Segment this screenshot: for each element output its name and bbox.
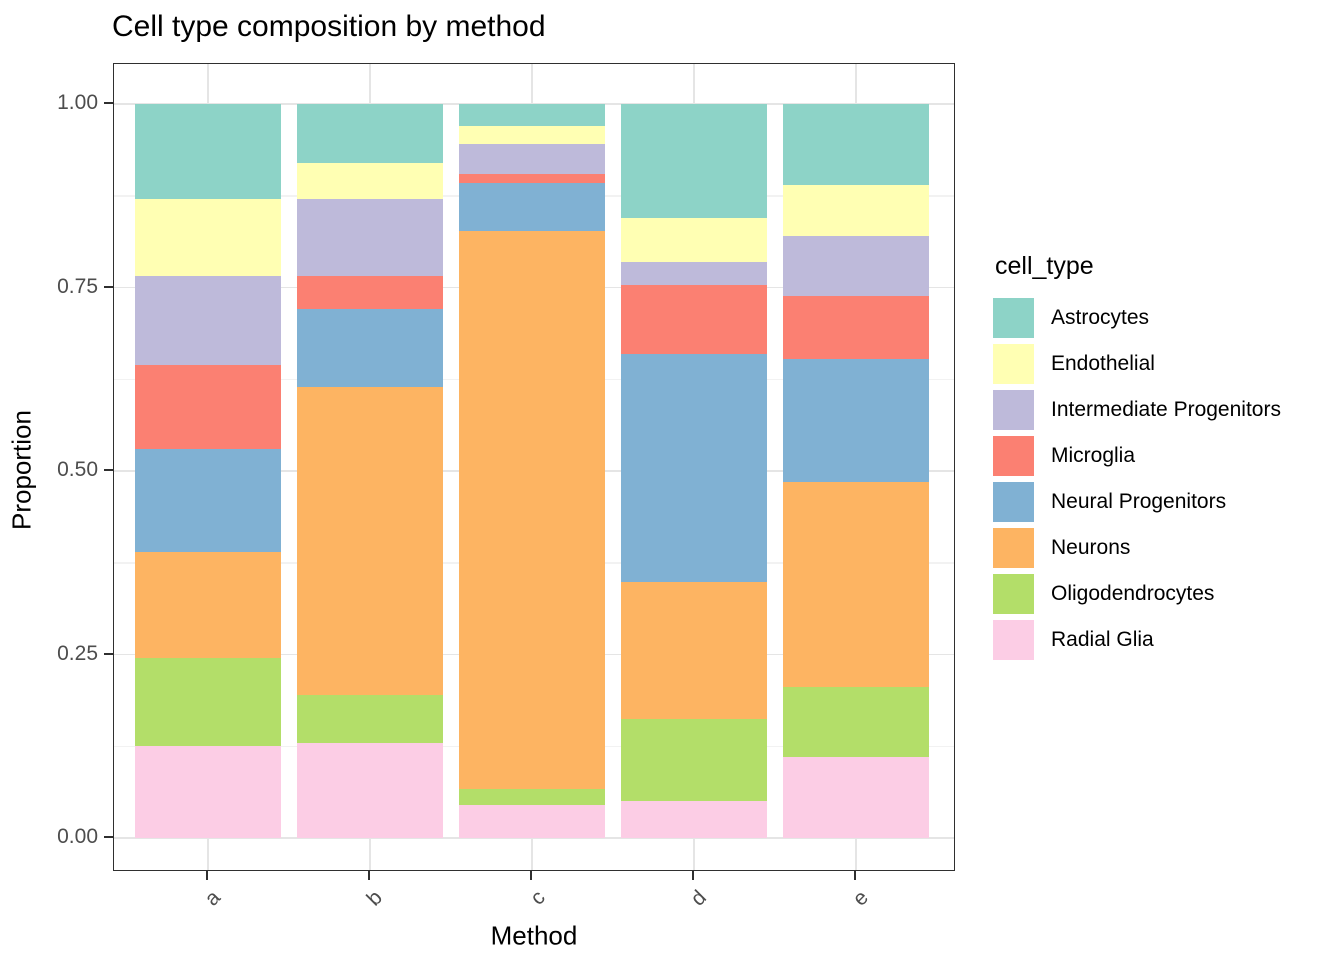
bar-column-b — [297, 104, 443, 838]
bar-segment — [621, 801, 767, 838]
y-tick-mark — [104, 285, 113, 288]
legend-item-label: Radial Glia — [1051, 628, 1154, 651]
plot-panel — [113, 63, 955, 871]
bar-segment — [297, 162, 443, 200]
bar-segment — [297, 104, 443, 163]
bar-segment — [459, 230, 605, 789]
x-tick-label-text: b — [362, 886, 388, 911]
bar-segment — [135, 199, 281, 277]
y-axis-title: Proportion — [6, 410, 37, 530]
bar-segment — [459, 788, 605, 805]
legend-key — [993, 390, 1034, 430]
legend-item-label: Neural Progenitors — [1051, 490, 1227, 513]
bar-segment — [459, 126, 605, 145]
bar-segment — [621, 354, 767, 582]
x-tick-label-text: e — [848, 886, 874, 911]
legend-key — [993, 620, 1034, 660]
y-tick-label: 0.25 — [57, 641, 98, 665]
legend-item: Neurons — [993, 525, 1338, 571]
legend-item-label: Intermediate Progenitors — [1051, 398, 1281, 421]
bar-segment — [621, 285, 767, 355]
bar-segment — [783, 359, 929, 482]
bar-segment — [297, 694, 443, 743]
bar-segment — [297, 742, 443, 838]
bar-segment — [783, 104, 929, 185]
chart-title: Cell type composition by method — [112, 10, 546, 43]
legend-key — [993, 436, 1034, 476]
bar-segment — [783, 184, 929, 237]
bar-segment — [621, 581, 767, 720]
x-tick-mark — [854, 871, 856, 880]
legend-item-label: Microglia — [1051, 444, 1136, 467]
legend-item: Oligodendrocytes — [993, 571, 1338, 617]
legend-item: Radial Glia — [993, 617, 1338, 663]
bar-segment — [135, 746, 281, 838]
bar-segment — [621, 261, 767, 286]
bar-segment — [621, 104, 767, 218]
x-tick-label-text: c — [525, 886, 550, 910]
x-tick-label-text: d — [686, 886, 712, 911]
bar-segment — [135, 364, 281, 449]
y-tick-mark — [104, 469, 113, 471]
bar-segment — [135, 658, 281, 747]
bar-column-c — [459, 104, 605, 838]
bar-segment — [783, 757, 929, 838]
legend-key — [993, 482, 1034, 522]
y-tick-label: 1.00 — [57, 91, 98, 114]
bar-segment — [621, 217, 767, 262]
gridline-major — [114, 837, 954, 839]
y-tick-mark — [104, 836, 113, 838]
legend-item-label: Oligodendrocytes — [1051, 582, 1215, 605]
bar-segment — [135, 448, 281, 552]
bar-column-a — [135, 104, 281, 838]
bar-segment — [783, 296, 929, 360]
y-tick-mark — [104, 652, 113, 655]
legend-key — [993, 574, 1034, 614]
bar-segment — [783, 687, 929, 758]
y-tick-mark — [104, 102, 113, 104]
bar-column-d — [621, 104, 767, 838]
y-tick-label: 0.00 — [57, 825, 98, 848]
x-tick-mark — [530, 871, 532, 880]
bar-segment — [297, 386, 443, 695]
bar-segment — [783, 236, 929, 297]
legend-items: Astrocytes Endothelial Intermediate Progen… — [993, 295, 1338, 663]
legend-key — [993, 298, 1034, 338]
bar-segment — [459, 104, 605, 127]
bar-column-e — [783, 104, 929, 838]
legend-item: Astrocytes — [993, 295, 1338, 341]
legend-title: cell_type — [995, 252, 1094, 280]
legend-item-label: Neurons — [1051, 536, 1131, 559]
bar-segment — [459, 173, 605, 184]
legend-item-label: Astrocytes — [1051, 306, 1150, 329]
legend-key — [993, 528, 1034, 568]
bar-segment — [135, 104, 281, 200]
bar-segment — [621, 719, 767, 802]
legend-item: Intermediate Progenitors — [993, 387, 1338, 433]
x-axis-title: Method — [490, 920, 578, 951]
legend-key — [993, 344, 1034, 384]
bar-segment — [135, 276, 281, 365]
x-tick-label-text: a — [200, 886, 226, 911]
legend-item: Endothelial — [993, 341, 1338, 387]
legend-item: Microglia — [993, 433, 1338, 479]
bar-segment — [297, 199, 443, 277]
x-tick-mark — [368, 871, 370, 880]
legend-item: Neural Progenitors — [993, 479, 1338, 525]
legend-item-label: Endothelial — [1051, 352, 1155, 375]
bar-segment — [459, 804, 605, 838]
bar-segment — [783, 481, 929, 688]
x-tick-mark — [206, 871, 208, 880]
x-tick-mark — [692, 871, 694, 880]
y-tick-label: 0.50 — [57, 458, 98, 481]
legend: cell_type Astrocytes Endothelial Intermedi… — [993, 252, 1338, 663]
y-tick-label: 0.75 — [57, 274, 98, 298]
bar-segment — [459, 183, 605, 231]
bar-segment — [459, 144, 605, 174]
bar-segment — [297, 309, 443, 387]
bar-segment — [135, 551, 281, 659]
bar-segment — [297, 276, 443, 310]
